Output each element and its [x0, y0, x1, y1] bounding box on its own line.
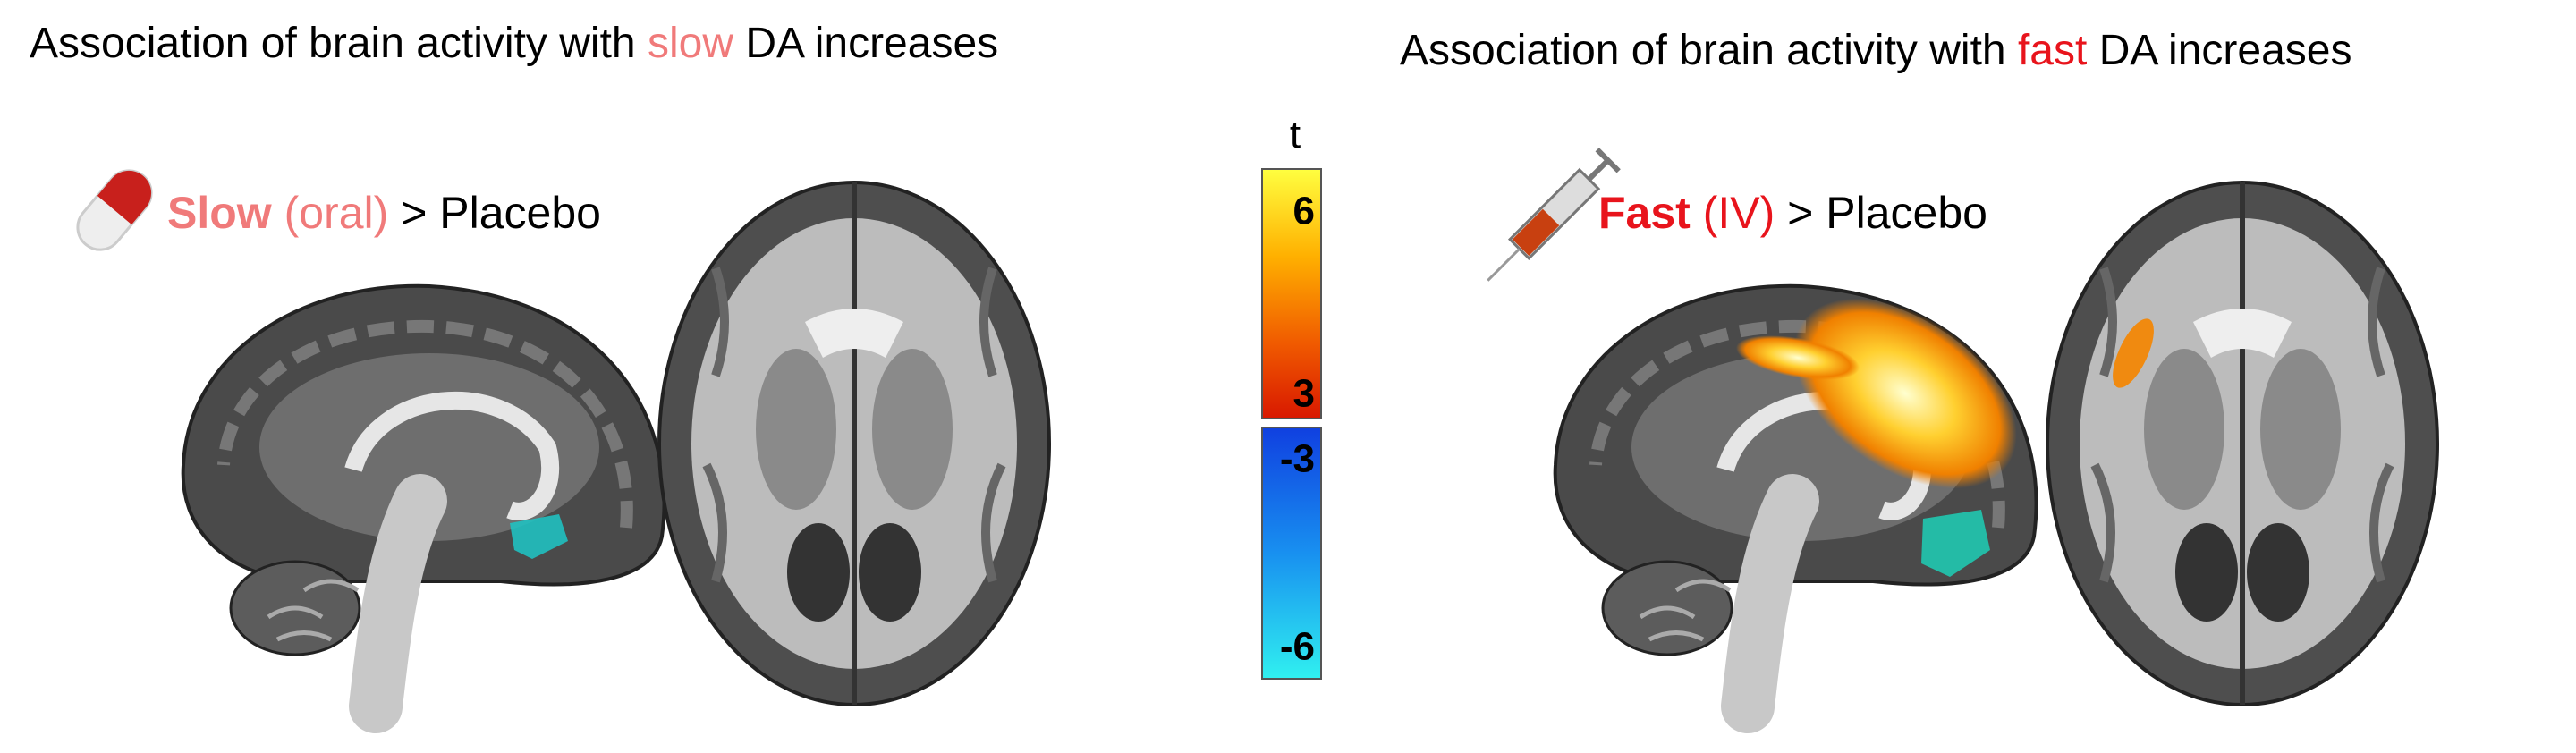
title-highlight: slow — [648, 20, 733, 67]
activation-blob — [1735, 335, 1860, 380]
activation-blob — [1921, 510, 1990, 577]
title-prefix: Association of brain activity with — [30, 20, 636, 67]
label-name: Slow — [167, 188, 272, 238]
title-suffix: DA increases — [2099, 27, 2352, 74]
colorbar-tick: 6 — [1293, 190, 1315, 233]
contrast-label: Slow (oral) > Placebo — [167, 188, 601, 238]
activation-blob — [1793, 298, 2017, 489]
label-name: Fast — [1598, 188, 1690, 238]
activation-blob — [510, 514, 568, 559]
label-comparison: > Placebo — [401, 188, 601, 238]
colorbar-tick: 3 — [1293, 372, 1315, 416]
label-route: (oral) — [284, 188, 389, 238]
title-highlight: fast — [2018, 27, 2087, 74]
panel-title: Association of brain activity with fast … — [1400, 27, 2351, 74]
colorbar-title: t — [1290, 113, 1301, 157]
colorbar-negative — [1261, 427, 1322, 680]
label-comparison: > Placebo — [1787, 188, 1987, 238]
contrast-label: Fast (IV) > Placebo — [1598, 188, 1987, 238]
activation-blob — [2113, 318, 2154, 388]
axial-slice — [659, 182, 1049, 705]
colorbar-tick: -3 — [1280, 437, 1315, 481]
panel-title: Association of brain activity with slow … — [30, 20, 998, 67]
title-prefix: Association of brain activity with — [1400, 27, 2006, 74]
axial-slice — [2047, 182, 2437, 705]
label-route: (IV) — [1703, 188, 1775, 238]
title-suffix: DA increases — [745, 20, 998, 67]
colorbar-positive — [1261, 168, 1322, 419]
sagittal-slice — [183, 286, 665, 706]
colorbar-tick: -6 — [1280, 625, 1315, 669]
syringe-icon — [1487, 148, 1621, 282]
pill-icon — [76, 169, 153, 251]
